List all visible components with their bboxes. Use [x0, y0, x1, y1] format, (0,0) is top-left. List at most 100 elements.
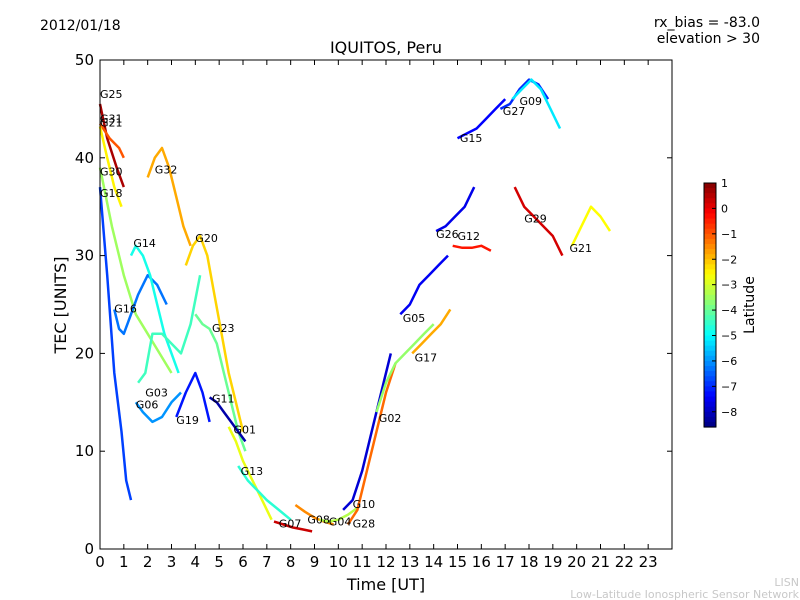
- x-tick-label-19: 19: [543, 553, 562, 571]
- colorbar-swatch-18: [704, 274, 716, 281]
- footer-lisn: LISN: [774, 576, 799, 589]
- colorbar-swatch-37: [704, 371, 716, 377]
- axes: 0 1 2 3 4 5 6 7 8 9 10 11 12 13 14 15 16 17 18 19 20 21 22 2301…: [75, 51, 672, 571]
- colorbar-swatch-43: [704, 401, 716, 408]
- x-tick-label-4: 4: [191, 553, 201, 571]
- x-tick-label-10: 10: [329, 553, 348, 571]
- series-line-17: [294, 503, 334, 526]
- series-label-17: G08: [307, 514, 330, 527]
- series-label-21: G02: [379, 412, 402, 425]
- series-label-6: G14: [133, 237, 156, 250]
- y-tick-label-3: 30: [75, 247, 94, 265]
- series-label-22: G05: [403, 312, 426, 325]
- colorbar-swatch-1: [704, 188, 716, 194]
- colorbar-swatch-46: [704, 416, 716, 423]
- x-tick-label-0: 0: [95, 553, 105, 571]
- series-label-14: G01: [234, 424, 257, 437]
- x-tick-label-15: 15: [448, 553, 467, 571]
- series-label-13: G11: [212, 392, 235, 405]
- colorbar-swatch-24: [704, 305, 716, 311]
- x-tick-label-18: 18: [519, 553, 538, 571]
- colorbar-swatch-14: [704, 254, 716, 260]
- series-label-5: G16: [114, 302, 137, 315]
- series-line-10: [175, 371, 211, 423]
- series-label-25: G12: [458, 230, 481, 243]
- series-line-16: [273, 520, 313, 533]
- x-tick-label-2: 2: [143, 553, 153, 571]
- series-line-0: [98, 103, 125, 188]
- x-tick-label-9: 9: [310, 553, 320, 571]
- colorbar-swatch-21: [704, 289, 716, 296]
- series-line-6: [129, 244, 180, 374]
- series-label-2: G21: [100, 117, 123, 130]
- series-label-19: G10: [353, 498, 376, 511]
- series-label-24: G26: [436, 228, 459, 241]
- series-label-1: G31: [100, 113, 123, 126]
- colorbar-tick-label-9: −8: [721, 406, 737, 419]
- x-tick-label-22: 22: [615, 553, 634, 571]
- x-tick-label-12: 12: [376, 553, 395, 571]
- colorbar-swatch-13: [704, 249, 716, 255]
- series-label-15: G13: [241, 465, 264, 478]
- series-line-5: [113, 273, 168, 336]
- colorbar-tick-label-1: 0: [721, 202, 728, 215]
- colorbar-swatch-25: [704, 310, 716, 316]
- x-tick-label-16: 16: [472, 553, 491, 571]
- colorbar-swatch-19: [704, 279, 716, 286]
- colorbar-swatch-2: [704, 193, 716, 199]
- colorbar-swatch-44: [704, 406, 716, 413]
- colorbar-tick-label-8: −7: [721, 380, 737, 393]
- plot-area: [98, 78, 612, 533]
- colorbar-swatch-30: [704, 335, 716, 342]
- series-line-11: [184, 234, 245, 432]
- series-line-12: [194, 313, 247, 452]
- series-label-7: G32: [155, 164, 178, 177]
- series-line-25: [452, 244, 492, 252]
- series-line-26: [456, 98, 507, 140]
- colorbar-swatch-29: [704, 330, 716, 337]
- colorbar-swatch-20: [704, 284, 716, 291]
- series-line-18: [319, 506, 359, 523]
- colorbar-swatch-33: [704, 350, 716, 357]
- series-label-20: G28: [353, 518, 376, 531]
- colorbar-tick-label-3: −2: [721, 253, 737, 266]
- series-line-8: [137, 274, 202, 384]
- colorbar-swatch-28: [704, 325, 716, 332]
- colorbar-swatch-4: [704, 203, 716, 210]
- series-line-24: [435, 186, 476, 233]
- series-label-29: G29: [524, 212, 547, 225]
- x-tick-label-13: 13: [400, 553, 419, 571]
- colorbar-swatch-27: [704, 320, 716, 326]
- colorbar-swatch-12: [704, 244, 716, 250]
- x-tick-label-11: 11: [353, 553, 372, 571]
- series-label-28: G09: [520, 95, 543, 108]
- series-label-4: G18: [100, 187, 123, 200]
- series-label-26: G15: [460, 132, 483, 145]
- y-tick-label-0: 0: [84, 540, 94, 558]
- colorbar-swatch-8: [704, 223, 716, 230]
- series-label-10: G19: [176, 414, 199, 427]
- series-line-21: [375, 323, 435, 413]
- date-label: 2012/01/18: [40, 18, 121, 34]
- series-line-1: [98, 122, 125, 159]
- colorbar-swatch-22: [704, 294, 716, 301]
- series-line-23: [411, 308, 452, 355]
- x-tick-label-14: 14: [424, 553, 443, 571]
- series-label-3: G30: [100, 166, 123, 179]
- x-tick-label-8: 8: [286, 553, 296, 571]
- series-line-15: [237, 465, 292, 521]
- footer-network: Low-Latitude Ionospheric Sensor Network: [570, 588, 799, 600]
- x-tick-label-23: 23: [639, 553, 658, 571]
- colorbar-swatch-16: [704, 264, 716, 271]
- series-line-30: [570, 205, 612, 247]
- colorbar-tick-label-7: −6: [721, 355, 737, 368]
- series-label-11: G20: [195, 232, 218, 245]
- colorbar-swatch-41: [704, 391, 716, 398]
- colorbar-swatch-38: [704, 376, 716, 382]
- series-label-8: G03: [145, 387, 168, 400]
- colorbar-swatch-35: [704, 360, 716, 367]
- colorbar-swatch-3: [704, 198, 716, 204]
- colorbar-swatch-42: [704, 396, 716, 403]
- colorbar-swatch-5: [704, 208, 716, 215]
